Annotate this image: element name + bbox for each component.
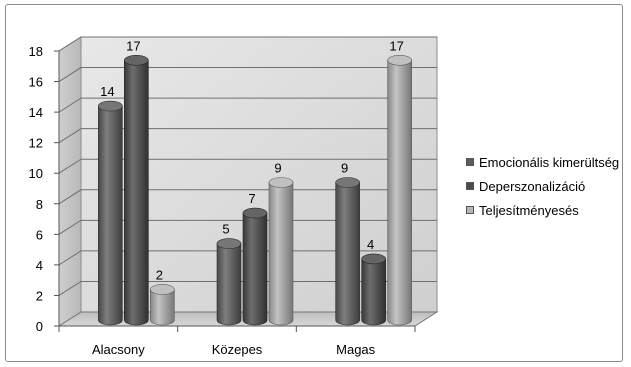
- x-tick-label: Közepes: [212, 342, 263, 357]
- legend-item: Emocionális kimerültség: [466, 150, 619, 174]
- legend-swatch: [466, 182, 474, 190]
- bar-body: [216, 243, 242, 326]
- bar: [361, 253, 386, 326]
- bar-body: [335, 182, 360, 326]
- bar-top: [242, 207, 268, 219]
- gridline: [58, 97, 437, 113]
- data-label: 9: [274, 161, 281, 176]
- bar: [98, 100, 123, 326]
- gridline: [58, 158, 437, 174]
- y-tick-label: 18: [29, 44, 43, 59]
- gridline: [58, 250, 437, 266]
- x-tick-label: Alacsony: [92, 342, 145, 357]
- bar-top: [387, 54, 412, 66]
- gridline: [58, 128, 437, 144]
- bar-top: [268, 177, 294, 188]
- bar-top: [216, 238, 242, 249]
- data-label: 17: [389, 38, 403, 53]
- gridline: [58, 189, 437, 205]
- bar-top: [361, 253, 386, 265]
- data-label: 2: [156, 267, 163, 282]
- bar-top: [335, 177, 360, 188]
- bar-top: [124, 54, 149, 66]
- gridline: [58, 219, 437, 235]
- legend-swatch: [466, 206, 474, 214]
- bar: [268, 177, 294, 326]
- legend-item: Deperszonalizáció: [466, 174, 619, 198]
- y-tick-label: 0: [36, 319, 43, 334]
- y-tick-label: 14: [29, 105, 43, 120]
- bar: [387, 54, 412, 326]
- y-tick-label: 16: [29, 75, 43, 90]
- legend-item: Teljesítményesés: [466, 198, 619, 222]
- bar: [335, 177, 360, 326]
- x-tick-label: Magas: [336, 342, 376, 357]
- bar-top: [150, 284, 175, 295]
- y-tick-label: 8: [36, 197, 43, 212]
- bar-body: [124, 59, 149, 326]
- gridline: [58, 280, 437, 296]
- bar: [150, 284, 175, 326]
- bar: [242, 207, 268, 326]
- data-label: 5: [222, 222, 229, 237]
- bar-top: [98, 100, 123, 112]
- y-tick-label: 2: [36, 288, 43, 303]
- data-label: 17: [126, 38, 140, 53]
- y-tick-label: 6: [36, 227, 43, 242]
- gridline: [58, 67, 437, 82]
- y-tick-label: 4: [36, 258, 43, 273]
- y-tick-label: 10: [29, 166, 43, 181]
- legend-label: Teljesítményesés: [479, 202, 579, 218]
- bar-body: [361, 258, 386, 326]
- bar-body: [387, 59, 412, 326]
- data-label: 7: [248, 191, 255, 206]
- bar: [124, 54, 149, 326]
- bar-body: [268, 182, 294, 326]
- bar: [216, 238, 242, 326]
- bar-body: [98, 105, 123, 326]
- legend-swatch: [466, 158, 474, 166]
- bar-body: [242, 212, 268, 326]
- gridline: [58, 36, 437, 52]
- data-label: 4: [367, 237, 374, 252]
- legend-label: Deperszonalizáció: [479, 178, 586, 194]
- legend-label: Emocionális kimerültség: [479, 154, 620, 170]
- data-label: 9: [341, 161, 348, 176]
- data-label: 14: [100, 84, 114, 99]
- y-tick-label: 12: [29, 136, 43, 151]
- side-wall: [58, 36, 82, 327]
- bar-body: [150, 289, 175, 326]
- legend: Emocionális kimerültség Deperszonalizáció…: [466, 150, 619, 222]
